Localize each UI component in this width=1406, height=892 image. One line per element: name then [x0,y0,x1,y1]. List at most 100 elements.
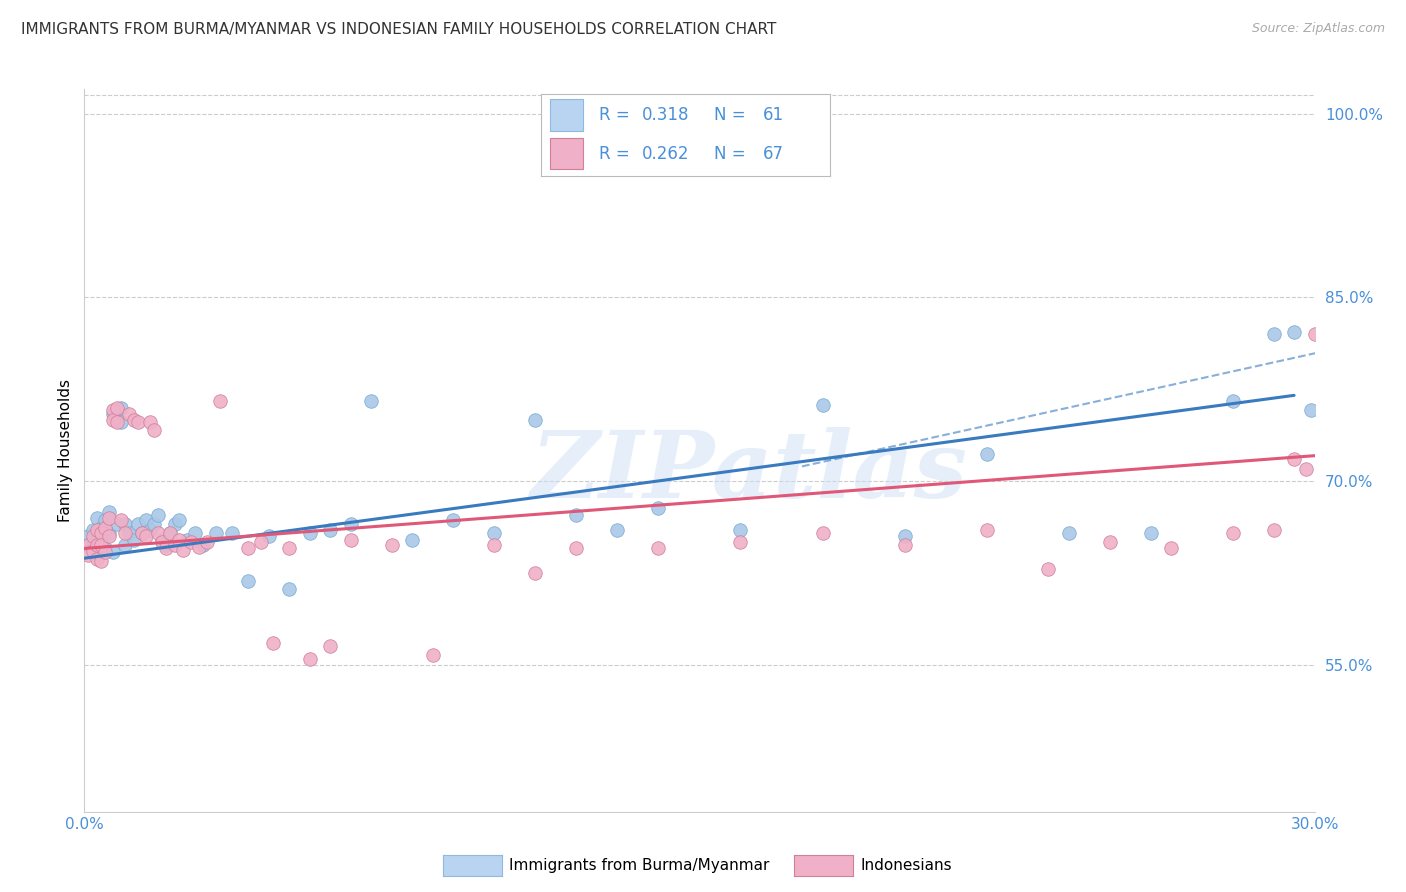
Point [90,554,112,568]
Point [139,415,162,429]
Point [1312,456,1334,470]
Point [101,407,124,421]
FancyBboxPatch shape [550,99,583,130]
Text: Source: ZipAtlas.com: Source: ZipAtlas.com [1251,22,1385,36]
Point [1057,525,1080,540]
Point [1299,403,1322,417]
Point [135,513,157,527]
Point [150,533,173,547]
Point [105,415,128,429]
Point [1263,523,1285,537]
Point [484,525,506,540]
Point [730,535,752,549]
Point [98,511,121,525]
Text: 0.262: 0.262 [643,145,690,162]
Point [131,525,153,540]
Point [163,538,186,552]
Point [82,529,104,543]
Point [118,525,141,540]
Point [298,651,321,665]
Point [143,423,166,437]
Point [193,538,215,552]
Point [114,516,136,531]
Point [340,533,363,547]
Point [86,523,108,537]
Point [139,523,162,537]
Point [257,529,280,543]
Point [122,533,145,547]
Point [127,415,149,429]
Point [188,540,211,554]
Point [94,520,117,534]
Point [262,636,284,650]
Point [98,525,121,540]
Point [101,545,124,559]
Text: ZIPatlas: ZIPatlas [530,427,967,517]
Text: N =: N = [714,145,751,162]
Point [319,640,342,654]
Point [976,447,998,461]
Point [101,413,124,427]
Point [105,516,128,531]
Point [82,544,104,558]
Point [94,545,117,559]
Point [1263,327,1285,342]
Point [148,508,170,523]
Y-axis label: Family Households: Family Households [58,379,73,522]
Point [86,552,108,566]
Point [238,541,260,556]
Point [360,394,382,409]
Point [319,523,342,537]
Point [1282,452,1305,467]
Text: 61: 61 [763,106,785,124]
Point [167,533,190,547]
Point [77,538,100,552]
Point [1139,525,1161,540]
Point [565,508,588,523]
Point [204,525,226,540]
Point [1222,394,1244,409]
Point [647,501,669,516]
Point [90,538,112,552]
Point [484,538,506,552]
Point [155,541,177,556]
Text: IMMIGRANTS FROM BURMA/MYANMAR VS INDONESIAN FAMILY HOUSEHOLDS CORRELATION CHART: IMMIGRANTS FROM BURMA/MYANMAR VS INDONES… [21,22,776,37]
Point [278,541,301,556]
Point [197,535,219,549]
Point [565,541,588,556]
Point [118,407,141,421]
Point [82,523,104,537]
Point [524,413,547,427]
Point [176,533,198,547]
Point [94,541,117,556]
Point [155,538,177,552]
Point [811,525,834,540]
Point [180,535,202,549]
Text: Immigrants from Burma/Myanmar: Immigrants from Burma/Myanmar [509,858,769,872]
Point [110,513,132,527]
Point [163,516,186,531]
Point [249,535,271,549]
Point [184,525,207,540]
Point [401,533,423,547]
Point [82,541,104,556]
FancyBboxPatch shape [550,138,583,169]
Point [159,525,181,540]
Point [647,541,669,556]
Point [811,398,834,412]
Text: N =: N = [714,106,751,124]
Point [238,574,260,589]
Point [77,538,100,552]
Text: R =: R = [599,106,636,124]
Point [159,525,181,540]
Point [976,523,998,537]
Point [90,525,112,540]
Point [122,413,145,427]
Point [135,529,157,543]
Point [77,529,100,543]
Text: R =: R = [599,145,636,162]
Point [208,394,231,409]
Point [893,529,915,543]
Point [1344,325,1367,339]
Point [221,525,243,540]
